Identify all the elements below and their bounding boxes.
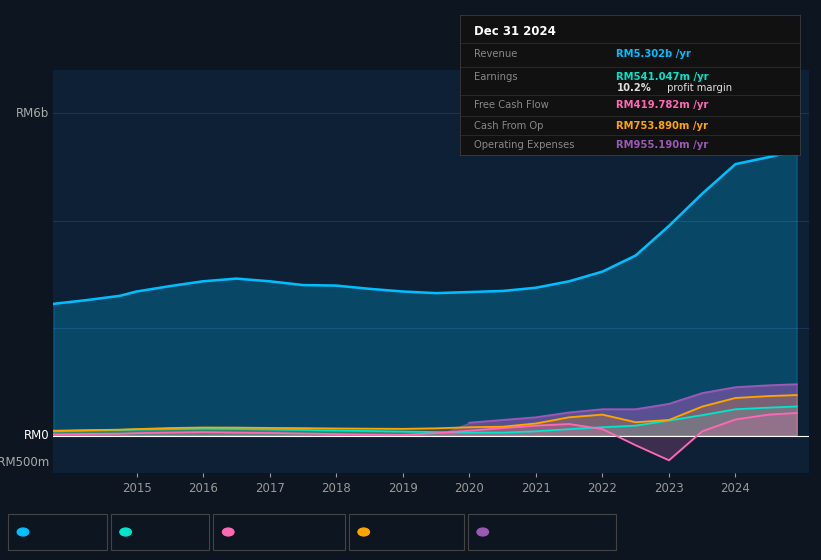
Text: 10.2%: 10.2% <box>617 83 651 93</box>
Text: Earnings: Earnings <box>474 72 517 82</box>
Text: RM0: RM0 <box>24 429 49 442</box>
Text: Earnings: Earnings <box>137 527 184 537</box>
Text: Revenue: Revenue <box>474 49 517 59</box>
Text: Free Cash Flow: Free Cash Flow <box>474 100 548 110</box>
Text: Free Cash Flow: Free Cash Flow <box>240 527 322 537</box>
Text: Operating Expenses: Operating Expenses <box>474 140 574 150</box>
Text: RM419.782m /yr: RM419.782m /yr <box>617 100 709 110</box>
Text: RM753.890m /yr: RM753.890m /yr <box>617 120 709 130</box>
Text: Operating Expenses: Operating Expenses <box>494 527 604 537</box>
Text: RM541.047m /yr: RM541.047m /yr <box>617 72 709 82</box>
Text: -RM500m: -RM500m <box>0 456 49 469</box>
Text: RM6b: RM6b <box>16 106 49 119</box>
Text: Revenue: Revenue <box>34 527 82 537</box>
Text: Cash From Op: Cash From Op <box>474 120 543 130</box>
Text: Dec 31 2024: Dec 31 2024 <box>474 25 556 38</box>
Text: RM5.302b /yr: RM5.302b /yr <box>617 49 691 59</box>
Text: RM955.190m /yr: RM955.190m /yr <box>617 140 709 150</box>
Text: profit margin: profit margin <box>664 83 732 93</box>
Text: Cash From Op: Cash From Op <box>375 527 452 537</box>
